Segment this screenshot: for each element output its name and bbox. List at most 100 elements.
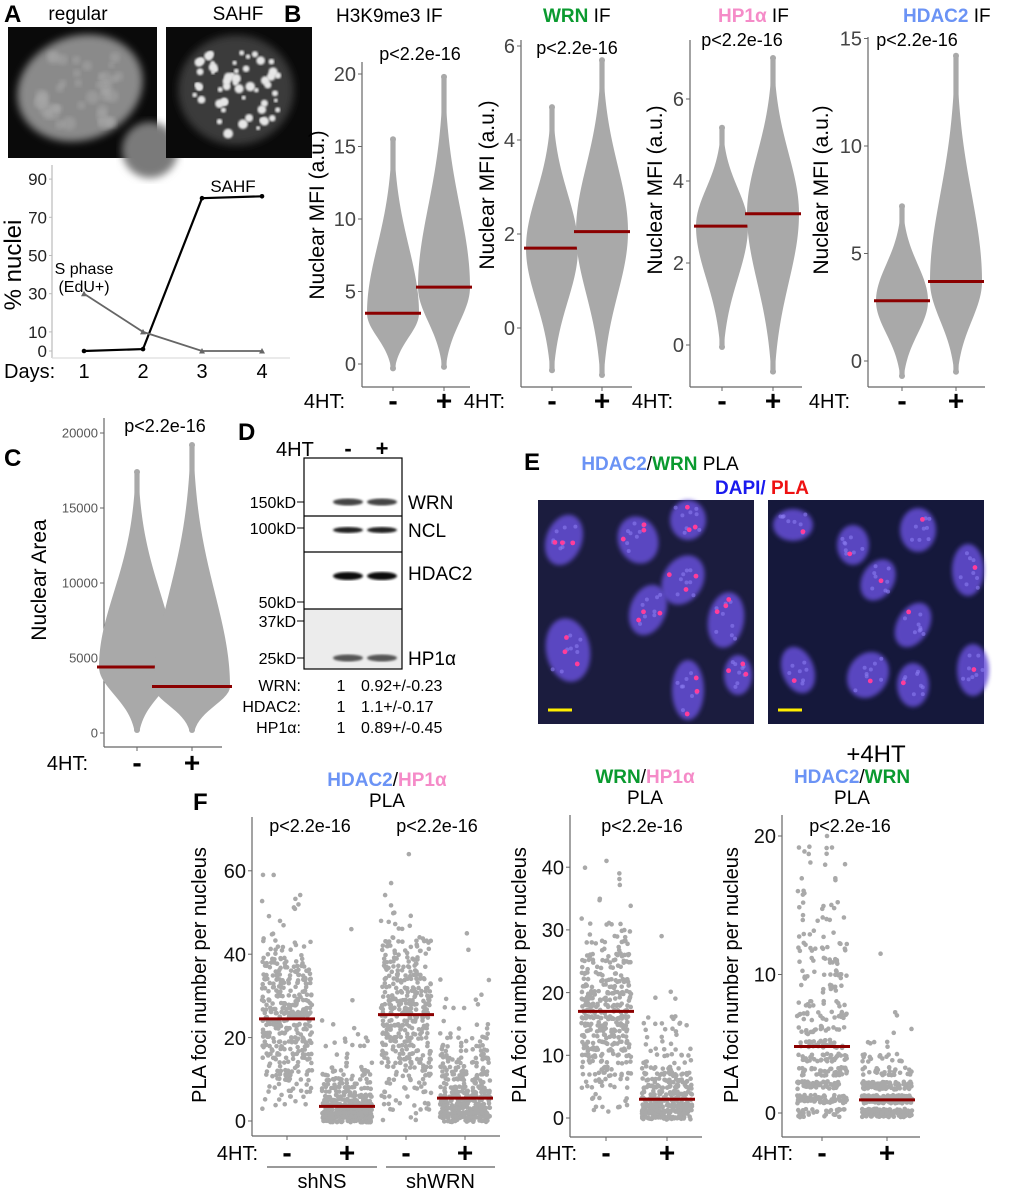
data-point (304, 1089, 310, 1095)
data-point (620, 976, 626, 982)
data-point (579, 989, 585, 995)
chromatin-texture (62, 116, 77, 131)
data-point (579, 964, 585, 970)
data-point (413, 1110, 419, 1116)
data-point (278, 1068, 284, 1074)
data-point (445, 1077, 451, 1082)
data-point (799, 876, 805, 881)
treatment-label: 4HT: (47, 753, 88, 775)
data-point (380, 994, 386, 999)
data-point (391, 976, 397, 981)
data-point (274, 1010, 279, 1016)
sahf-focus (264, 81, 272, 89)
data-point (484, 1069, 490, 1074)
data-point (465, 1101, 470, 1106)
title-part: IF (767, 6, 789, 27)
data-point (824, 851, 829, 857)
data-point (259, 193, 265, 199)
data-point (827, 1037, 833, 1043)
data-point (650, 1084, 656, 1089)
data-point (618, 964, 624, 970)
data-point (458, 1043, 464, 1049)
title-part: WRN (865, 767, 910, 788)
data-point (293, 1098, 298, 1104)
data-point (261, 955, 266, 961)
data-point (386, 973, 392, 979)
data-point (140, 346, 146, 352)
data-point (600, 1023, 606, 1028)
data-point (484, 1026, 490, 1031)
data-point (427, 1056, 433, 1061)
data-point (341, 1114, 347, 1119)
nuclear-texture (642, 614, 647, 619)
data-point (609, 922, 614, 927)
data-point (267, 980, 273, 986)
data-point (591, 1033, 597, 1038)
nuclear-texture (697, 527, 702, 532)
data-point (820, 1052, 826, 1058)
pla-focus (574, 661, 580, 667)
data-point (580, 1004, 585, 1009)
data-point (824, 1051, 830, 1057)
nuclear-texture (851, 550, 856, 555)
data-point (425, 1031, 430, 1036)
nuclear-texture (804, 667, 809, 672)
data-point (329, 1065, 335, 1071)
data-point (426, 1102, 431, 1107)
data-point (865, 1059, 871, 1064)
data-point (842, 946, 848, 951)
data-point (461, 1081, 467, 1086)
data-point (323, 1089, 329, 1094)
y-tick-label: 0 (235, 1111, 246, 1133)
sahf-focus (271, 90, 279, 97)
data-point (413, 1007, 419, 1012)
data-point (294, 1081, 299, 1087)
nuclear-texture (626, 548, 631, 553)
data-point (622, 934, 628, 940)
data-point (624, 1027, 630, 1032)
data-point (897, 1083, 902, 1088)
p-value: p<2.2e-16 (379, 44, 461, 64)
data-point (822, 862, 828, 868)
data-point (820, 990, 826, 995)
data-point (822, 1068, 828, 1074)
chromatin-texture (96, 104, 109, 116)
data-point (887, 1080, 892, 1086)
data-point (398, 1056, 403, 1062)
nuclear-texture (675, 680, 680, 685)
data-point (831, 1025, 836, 1030)
data-point (470, 1119, 476, 1125)
data-point (420, 1053, 426, 1058)
data-point (286, 1002, 292, 1008)
pla-focus (636, 617, 642, 623)
data-point (841, 1093, 846, 1099)
data-point (270, 1021, 276, 1027)
data-point (809, 1039, 815, 1045)
data-point (669, 1014, 675, 1020)
nuclear-texture (921, 526, 926, 531)
nuclear-texture (886, 589, 891, 594)
pla-focus (641, 527, 647, 533)
data-point (461, 1063, 467, 1069)
data-point (600, 957, 605, 963)
data-point (598, 971, 603, 977)
data-point (486, 1060, 491, 1066)
sahf-focus (223, 128, 234, 139)
data-point (393, 1060, 398, 1066)
p-value: p<2.2e-16 (876, 30, 958, 50)
data-point (345, 1118, 351, 1124)
chart-subtitle: PLA (834, 788, 870, 809)
data-point (808, 1093, 814, 1098)
data-point (302, 1039, 307, 1044)
western-blot: 4HT - +150kD100kD50kD37kD25kDWRNNCLHDAC2HP… (242, 436, 472, 737)
data-point (593, 941, 599, 946)
nucleus (672, 660, 704, 720)
data-point (403, 1000, 409, 1006)
data-point (813, 1085, 819, 1090)
data-point (891, 1030, 897, 1036)
data-point (811, 928, 817, 933)
data-point (890, 1110, 896, 1116)
data-point (582, 958, 587, 964)
band-label: HDAC2 (408, 564, 472, 585)
